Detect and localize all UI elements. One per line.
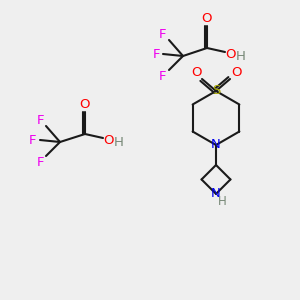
Text: H: H <box>218 195 226 208</box>
Text: F: F <box>159 28 167 40</box>
Text: O: O <box>226 47 236 61</box>
Text: F: F <box>29 134 37 146</box>
Text: O: O <box>80 98 90 112</box>
Text: S: S <box>212 85 220 98</box>
Text: F: F <box>159 70 167 83</box>
Text: N: N <box>211 188 221 200</box>
Text: H: H <box>236 50 246 62</box>
Text: F: F <box>152 47 160 61</box>
Text: N: N <box>211 139 221 152</box>
Text: F: F <box>36 113 44 127</box>
Text: O: O <box>104 134 114 146</box>
Text: O: O <box>191 65 201 79</box>
Text: O: O <box>231 65 241 79</box>
Text: F: F <box>36 155 44 169</box>
Text: H: H <box>114 136 124 148</box>
Text: O: O <box>202 13 212 26</box>
